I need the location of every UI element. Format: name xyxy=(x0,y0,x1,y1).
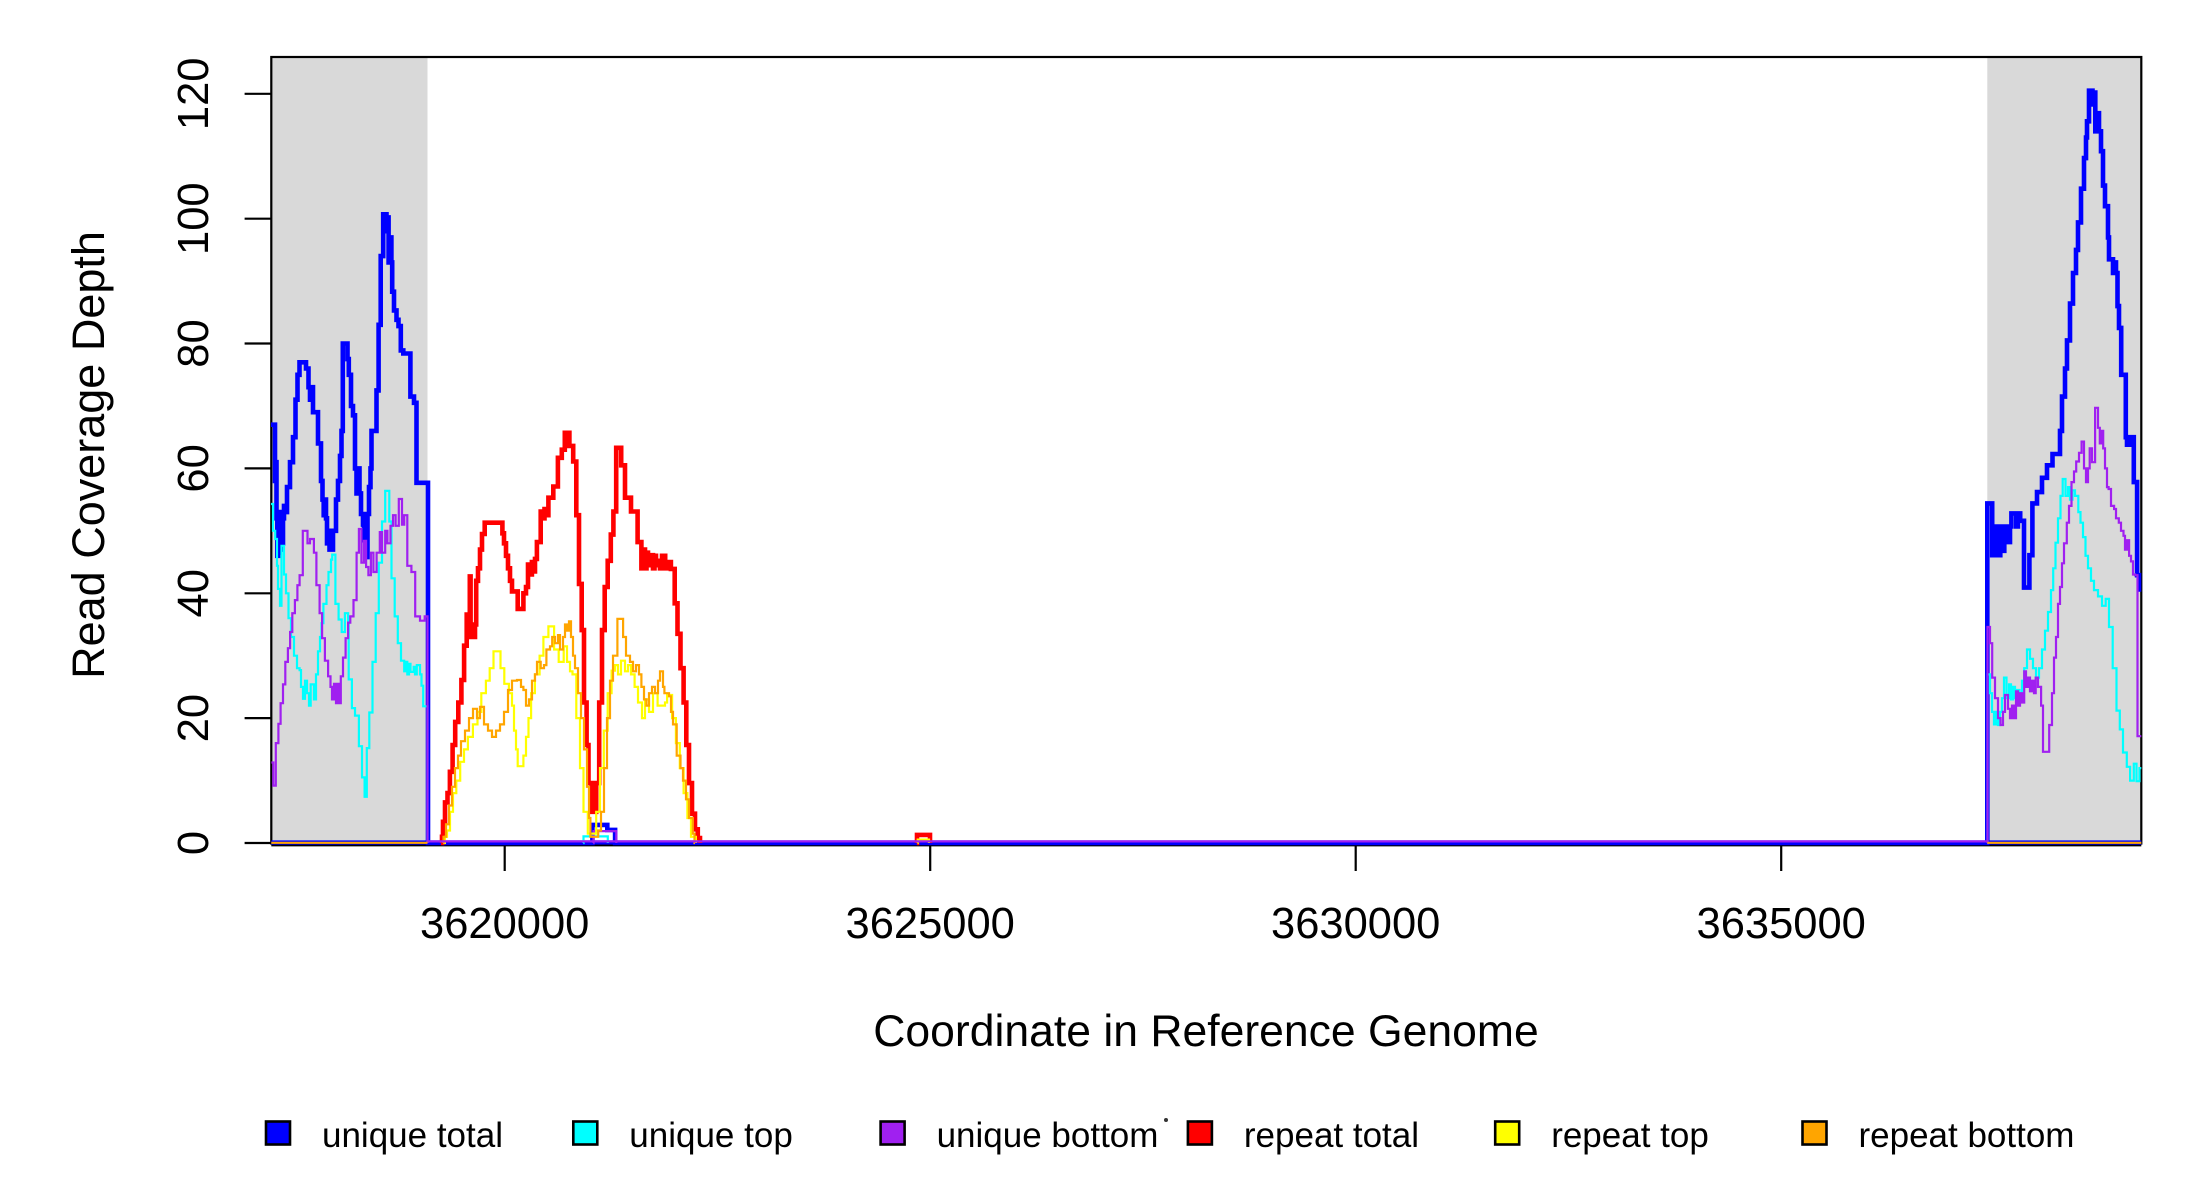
svg-text:repeat total: repeat total xyxy=(1244,1116,1419,1155)
svg-text:unique total: unique total xyxy=(322,1116,503,1155)
svg-text:repeat bottom: repeat bottom xyxy=(1859,1116,2075,1155)
svg-text:80: 80 xyxy=(170,319,218,367)
svg-text:20: 20 xyxy=(170,694,218,742)
svg-text:60: 60 xyxy=(170,444,218,492)
svg-text:Read Coverage Depth: Read Coverage Depth xyxy=(63,231,114,679)
svg-text:3625000: 3625000 xyxy=(846,900,1015,948)
svg-text:120: 120 xyxy=(170,58,218,131)
svg-text:100: 100 xyxy=(170,182,218,255)
svg-text:3635000: 3635000 xyxy=(1697,900,1866,948)
svg-text:3630000: 3630000 xyxy=(1271,900,1440,948)
svg-text:unique top: unique top xyxy=(629,1116,792,1155)
svg-text:0: 0 xyxy=(170,831,218,855)
svg-text:40: 40 xyxy=(170,569,218,617)
svg-text:3620000: 3620000 xyxy=(420,900,589,948)
svg-text:unique bottom: unique bottom xyxy=(937,1116,1159,1155)
svg-text:Coordinate in Reference Genome: Coordinate in Reference Genome xyxy=(873,1007,1538,1056)
svg-text:repeat top: repeat top xyxy=(1551,1116,1709,1155)
